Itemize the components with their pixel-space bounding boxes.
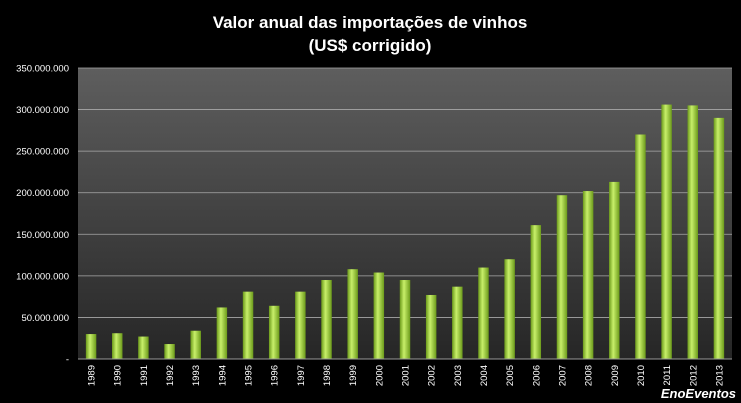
bar-2007 (556, 195, 568, 359)
x-tick-label: 2007 (557, 365, 568, 386)
x-tick-label: 2003 (453, 365, 464, 386)
grid-lines (78, 67, 732, 318)
x-tick-label: 2006 (531, 365, 542, 386)
y-tick-label: 300.000.000 (16, 105, 69, 116)
x-tick-label: 1998 (322, 365, 333, 386)
x-tick-label: 2005 (505, 365, 516, 386)
bar-1994 (216, 307, 228, 359)
bar-2005 (504, 259, 515, 359)
y-axis-ticks: - 50.000.000 100.000.000 150.000.000 200.000… (16, 64, 69, 366)
bar-2004 (478, 267, 489, 359)
x-tick-label: 1997 (296, 365, 307, 386)
y-tick-label: - (66, 355, 69, 366)
x-tick-label: 1990 (113, 365, 124, 386)
bar-1999 (347, 269, 358, 359)
x-tick-label: 1994 (217, 365, 228, 386)
bar-1997 (295, 291, 306, 359)
y-tick-label: 50.000.000 (21, 313, 69, 324)
x-tick-label: 2008 (584, 365, 595, 386)
bar-2010 (635, 134, 646, 359)
x-tick-label: 2011 (662, 365, 673, 385)
x-tick-label: 1992 (165, 365, 176, 386)
bar-2012 (687, 105, 698, 360)
bar-2013 (713, 117, 725, 359)
bar-2009 (609, 181, 620, 359)
bars (85, 104, 725, 360)
x-tick-label: 2010 (636, 365, 647, 386)
bar-1992 (164, 344, 175, 359)
y-tick-label: 150.000.000 (16, 230, 69, 241)
bar-1993 (190, 330, 201, 359)
x-tick-label: 1996 (270, 365, 281, 386)
bar-2000 (373, 272, 385, 359)
x-tick-label: 2004 (479, 365, 490, 386)
x-tick-label: 1995 (244, 365, 255, 386)
bar-1991 (138, 336, 149, 359)
bar-2011 (661, 104, 672, 359)
bar-2002 (425, 294, 437, 359)
x-axis-ticks: 1989 1990 1991 1992 1993 1994 1995 1996 1997 1998… (87, 365, 726, 386)
y-tick-label: 250.000.000 (16, 147, 69, 158)
x-tick-label: 2001 (401, 365, 412, 386)
bar-1995 (242, 291, 254, 359)
x-tick-label: 2009 (610, 365, 621, 386)
y-tick-label: 200.000.000 (16, 188, 69, 199)
x-tick-label: 1989 (87, 365, 98, 386)
x-tick-label: 1991 (139, 365, 150, 386)
x-tick-label: 1993 (191, 365, 202, 386)
bar-1990 (112, 333, 123, 359)
x-tick-label: 2012 (688, 365, 699, 386)
chart-title-line2: (US$ corrigido) (309, 36, 432, 55)
x-tick-label: 1999 (348, 365, 359, 386)
bar-2003 (452, 286, 463, 359)
bar-2001 (399, 280, 411, 359)
bar-1989 (85, 334, 97, 359)
x-tick-label: 2000 (374, 365, 385, 386)
bar-1998 (321, 280, 332, 359)
bar-1996 (268, 305, 280, 359)
x-tick-label: 2013 (714, 365, 725, 386)
y-tick-label: 350.000.000 (16, 64, 69, 75)
watermark-logo: EnoEventos (661, 386, 736, 401)
y-tick-label: 100.000.000 (16, 271, 69, 282)
bar-2006 (530, 225, 542, 359)
chart-title-line1: Valor anual das importações de vinhos (213, 13, 528, 32)
bar-2008 (582, 191, 594, 359)
x-tick-label: 2002 (427, 365, 438, 386)
